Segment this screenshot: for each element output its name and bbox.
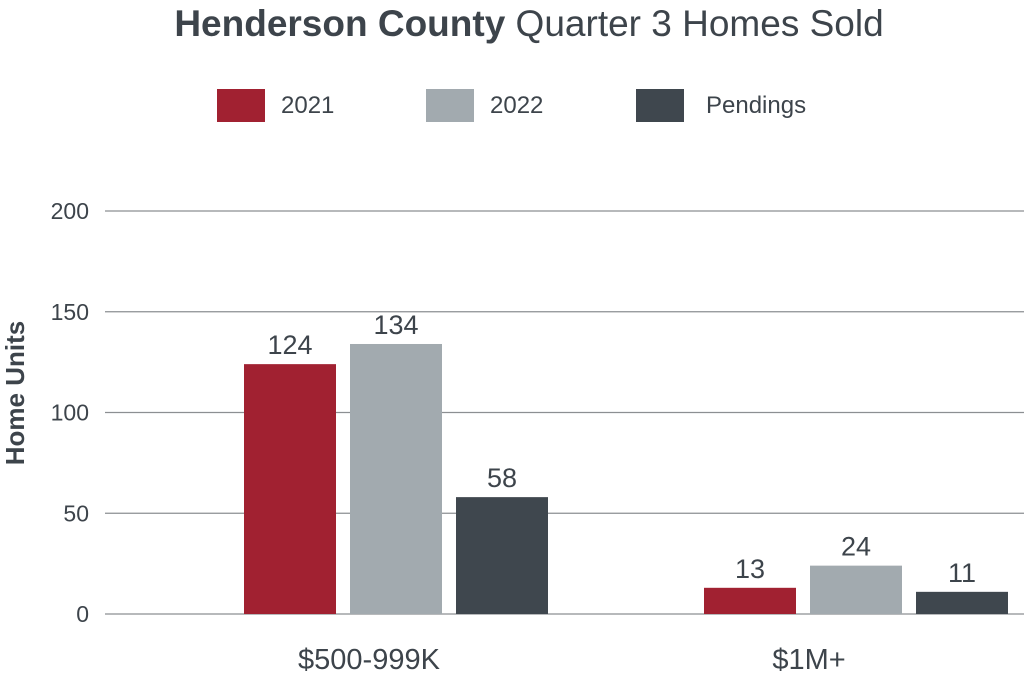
data-label-2021-1: 13	[735, 554, 765, 584]
y-tick-label-100: 100	[51, 400, 89, 426]
legend-label-2021: 2021	[281, 92, 335, 119]
y-tick-label-0: 0	[76, 601, 89, 627]
x-category-label-0: $500-999K	[298, 644, 441, 676]
bar-pendings-1	[916, 591, 1008, 614]
legend-swatch-2022	[426, 89, 474, 122]
legend-swatch-2021	[217, 89, 265, 122]
legend-label-2022: 2022	[490, 92, 544, 119]
legend-swatch-pendings	[636, 89, 684, 122]
bar-2022-0	[350, 343, 442, 614]
y-tick-label-200: 200	[51, 198, 89, 224]
chart-title-rest: Quarter 3 Homes Sold	[505, 3, 884, 44]
data-label-pendings-0: 58	[487, 463, 517, 493]
data-label-2022-1: 24	[841, 532, 871, 562]
y-tick-label-150: 150	[51, 299, 89, 325]
bar-2021-0	[244, 364, 336, 614]
x-category-label-1: $1M+	[772, 644, 845, 676]
data-label-2022-0: 134	[373, 310, 418, 340]
chart-title-bold: Henderson County	[174, 3, 506, 44]
bar-pendings-0	[456, 497, 548, 614]
legend-label-pendings: Pendings	[706, 92, 807, 119]
data-label-pendings-1: 11	[948, 558, 976, 588]
chart-title: Henderson County Quarter 3 Homes Sold	[0, 2, 1024, 46]
data-label-2021-0: 124	[267, 330, 312, 360]
bar-2022-1	[810, 565, 902, 614]
y-axis-title: Home Units	[0, 321, 30, 465]
y-tick-label-50: 50	[63, 500, 89, 526]
bar-2021-1	[704, 587, 796, 614]
